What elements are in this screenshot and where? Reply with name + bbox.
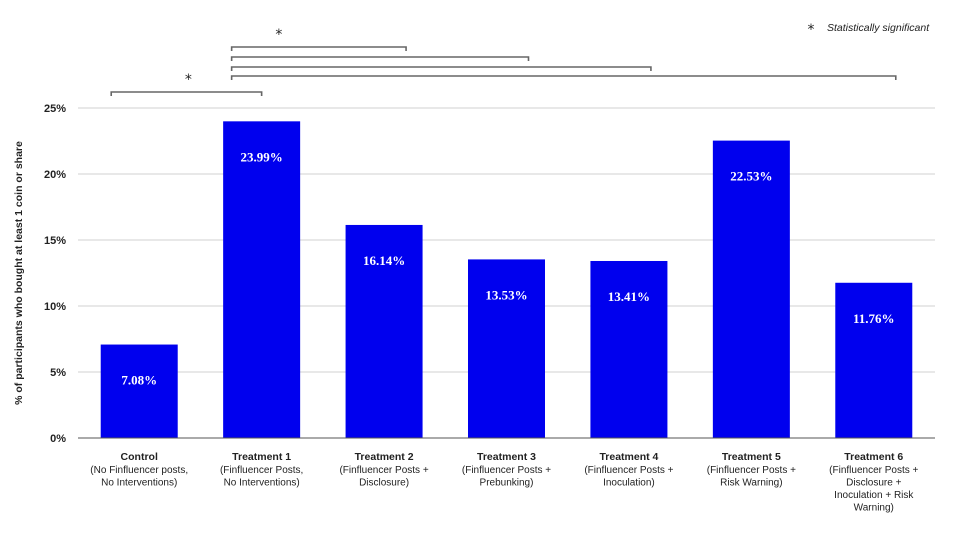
x-tick-sublabel: (No Finfluencer posts, [90, 465, 188, 476]
data-label: 13.41% [608, 289, 650, 304]
y-axis-label: % of participants who bought at least 1 … [13, 141, 25, 405]
bars: 7.08% 23.99% 16.14% 13.53% 13.41% 22.53% 11.76… [100, 121, 913, 438]
bar [712, 140, 790, 438]
bar [590, 260, 668, 438]
significance-star: * [275, 27, 282, 43]
data-label: 22.53% [730, 169, 772, 184]
x-tick-sublabel: Prebunking) [480, 478, 534, 489]
y-tick-label: 25% [44, 103, 66, 115]
x-tick-sublabel: (Finfluencer Posts + [339, 465, 428, 476]
x-tick-sublabel: Risk Warning) [720, 478, 782, 489]
data-label: 13.53% [485, 287, 527, 302]
bar [835, 282, 913, 438]
x-tick-sublabel: (Finfluencer Posts + [462, 465, 551, 476]
bar [468, 259, 545, 438]
y-tick-label: 20% [44, 169, 66, 181]
data-label: 11.76% [853, 311, 895, 326]
x-tick-label: Treatment 4 [599, 451, 658, 463]
x-tick-sublabel: (Finfluencer Posts + [707, 465, 796, 476]
x-tick-label: Treatment 2 [355, 451, 414, 463]
x-tick-sublabel: Inoculation) [603, 478, 655, 489]
significance-brackets: ** [110, 27, 897, 96]
legend-text: Statistically significant [827, 22, 930, 34]
bar [345, 224, 423, 438]
data-label: 7.08% [121, 373, 157, 388]
significance-star: * [185, 72, 192, 88]
x-tick-sublabel: Inoculation + Risk [834, 490, 914, 501]
significance-legend: * Statistically significant [808, 22, 931, 38]
x-tick-label: Treatment 3 [477, 451, 536, 463]
legend-star: * [808, 22, 815, 38]
y-axis-ticks: 0% 5% 10% 15% 20% 25% [44, 103, 66, 445]
x-tick-label: Treatment 1 [232, 451, 291, 463]
x-tick-sublabel: Disclosure + [846, 478, 901, 489]
bar [223, 121, 301, 438]
y-tick-label: 5% [50, 367, 66, 379]
x-tick-sublabel: (Finfluencer Posts + [829, 465, 918, 476]
x-tick-label: Treatment 6 [844, 451, 903, 463]
data-label: 23.99% [241, 149, 283, 164]
x-tick-sublabel: Disclosure) [359, 478, 409, 489]
significance-bracket [230, 75, 897, 80]
significance-bracket [230, 46, 407, 51]
y-tick-label: 10% [44, 301, 66, 313]
gridlines [78, 107, 935, 373]
data-label: 16.14% [363, 253, 405, 268]
x-tick-sublabel: Warning) [854, 503, 894, 514]
bar [100, 344, 178, 438]
x-tick-sublabel: No Interventions) [224, 478, 300, 489]
significance-bracket [230, 56, 530, 61]
significance-bracket [110, 91, 263, 96]
y-tick-label: 0% [50, 433, 66, 445]
x-tick-label: Treatment 5 [722, 451, 781, 463]
significance-bracket [230, 66, 652, 71]
x-tick-sublabel: No Interventions) [101, 478, 177, 489]
x-tick-sublabel: (Finfluencer Posts, [220, 465, 303, 476]
x-tick-label: Control [121, 451, 158, 463]
y-tick-label: 15% [44, 235, 66, 247]
x-tick-sublabel: (Finfluencer Posts + [584, 465, 673, 476]
x-axis-labels: Control (No Finfluencer posts, No Interven… [90, 451, 918, 514]
